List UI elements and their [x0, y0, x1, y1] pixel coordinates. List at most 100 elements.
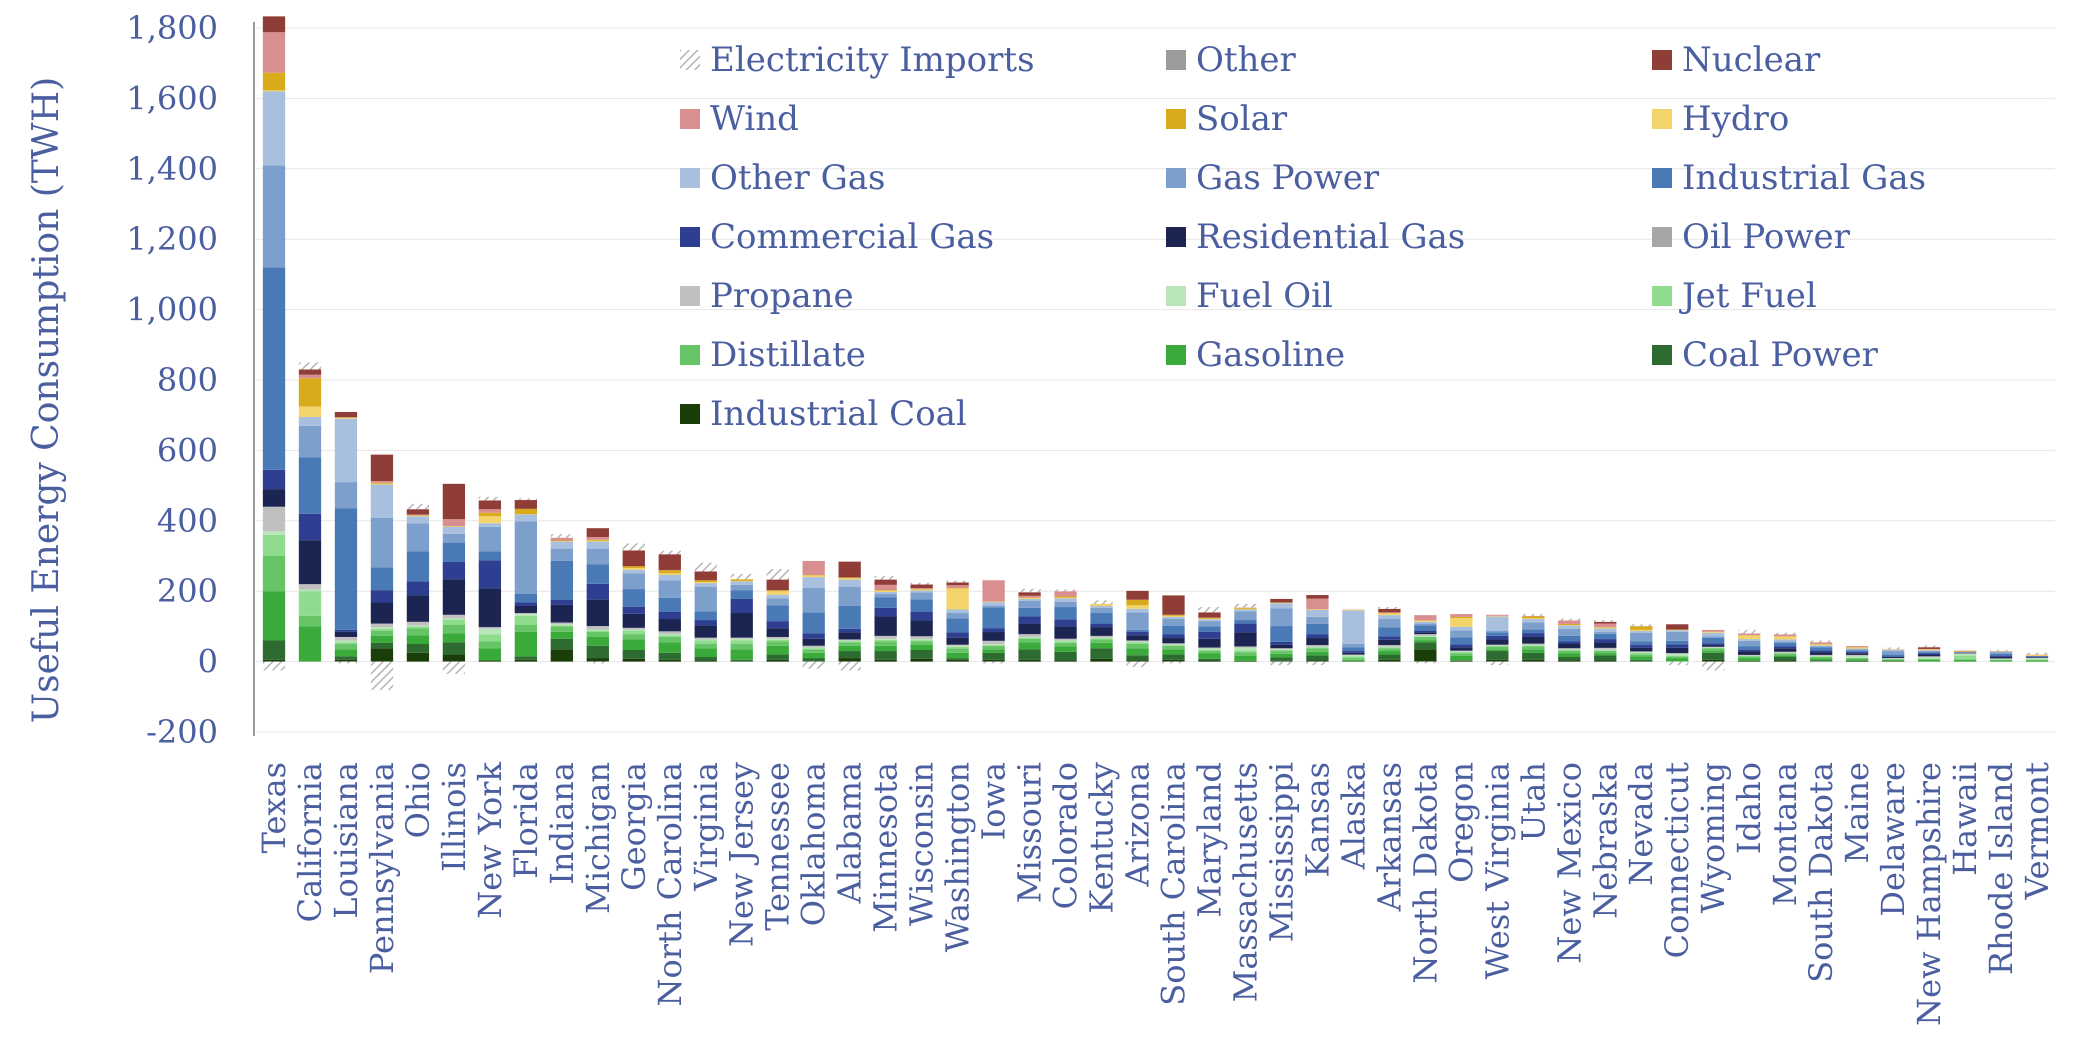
bar-commercial-gas-south-carolina [1162, 635, 1184, 639]
legend-item-oil-power: Oil Power [1652, 217, 1851, 257]
bar-industrial-gas-north-carolina [659, 598, 681, 612]
bar-residential-gas-massachusetts [1234, 632, 1256, 646]
bar-residential-gas-montana [1774, 648, 1796, 652]
bar-solar-minnesota [875, 590, 897, 591]
bar-commercial-gas-alaska [1342, 651, 1364, 653]
bar-residential-gas-pennsylvania [371, 602, 393, 623]
bar-coal-power-kansas [1306, 655, 1328, 660]
bar-hydro-california [299, 406, 321, 417]
bar-nuclear-arizona [1126, 591, 1148, 600]
bar-industrial-gas-colorado [1054, 607, 1076, 619]
bar-coal-power-alaska [1342, 661, 1364, 662]
bar-residential-gas-delaware [1882, 657, 1904, 658]
bar-residential-gas-florida [515, 606, 537, 613]
bar-fuel-oil-arizona [1126, 642, 1148, 643]
bar-coal-power-south-carolina [1162, 655, 1184, 660]
legend-label: Jet Fuel [1679, 276, 1817, 316]
legend-swatch [1652, 345, 1672, 365]
bar-industrial-gas-oregon [1450, 637, 1472, 644]
bar-industrial-coal-north-carolina [659, 660, 681, 662]
bar-distillate-pennsylvania [371, 631, 393, 636]
legend-label: Gasoline [1196, 335, 1345, 375]
bar-industrial-gas-west-virginia [1486, 632, 1508, 636]
bar-commercial-gas-indiana [551, 600, 573, 605]
bar-nuclear-maryland [1198, 612, 1220, 617]
bar-electricity-imports-west-virginia [1486, 662, 1508, 666]
legend-swatch [1166, 345, 1186, 365]
bar-electricity-imports-washington [946, 581, 968, 583]
x-tick-label-georgia: Georgia [615, 762, 653, 891]
bar-jet-fuel-illinois [443, 619, 465, 624]
bar-electricity-imports-pennsylvania [371, 662, 393, 690]
legend-label: Oil Power [1682, 217, 1851, 257]
bar-wind-utah [1522, 616, 1544, 617]
bar-distillate-iowa [982, 646, 1004, 650]
legend-label: Gas Power [1196, 158, 1380, 198]
x-tick-label-arkansas: Arkansas [1370, 762, 1408, 912]
bar-wind-michigan [587, 537, 609, 540]
bar-jet-fuel-california [299, 591, 321, 616]
bar-solar-ohio [407, 515, 429, 516]
bar-industrial-coal-mississippi [1270, 661, 1292, 662]
bar-hydro-maryland [1198, 619, 1220, 620]
bar-gas-power-massachusetts [1234, 611, 1256, 620]
bar-wind-new-mexico [1558, 620, 1580, 624]
bar-commercial-gas-arizona [1126, 632, 1148, 636]
bar-nuclear-texas [263, 16, 285, 32]
bar-gasoline-utah [1522, 649, 1544, 653]
x-tick-label-north-dakota: North Dakota [1406, 762, 1444, 984]
legend-item-nuclear: Nuclear [1652, 40, 1821, 80]
bar-propane-oregon [1450, 651, 1472, 652]
bar-wind-maine [1846, 646, 1868, 647]
bar-distillate-alaska [1342, 658, 1364, 660]
bar-industrial-coal-colorado [1054, 661, 1076, 662]
bar-gasoline-oregon [1450, 656, 1472, 660]
x-tick-label-tennessee: Tennessee [759, 762, 797, 931]
bar-wind-texas [263, 32, 285, 72]
bar-jet-fuel-minnesota [875, 640, 897, 642]
bar-commercial-gas-massachusetts [1234, 624, 1256, 633]
bar-hydro-south-dakota [1810, 644, 1832, 645]
bar-gasoline-kansas [1306, 652, 1328, 656]
x-tick-label-iowa: Iowa [975, 762, 1013, 840]
bar-hydro-utah [1522, 618, 1544, 619]
bar-industrial-gas-illinois [443, 543, 465, 562]
bar-industrial-coal-new-mexico [1558, 661, 1580, 662]
x-tick-label-montana: Montana [1766, 762, 1804, 906]
bar-solar-california [299, 378, 321, 406]
bar-industrial-gas-new-york [479, 551, 501, 560]
x-tick-label-hawaii: Hawaii [1946, 762, 1984, 876]
bar-industrial-gas-tennessee [767, 605, 789, 621]
bar-gas-power-north-carolina [659, 580, 681, 598]
x-tick-label-new-york: New York [471, 761, 509, 918]
bar-fuel-oil-vermont [2026, 658, 2048, 659]
bar-solar-texas [263, 73, 285, 91]
bar-propane-virginia [695, 638, 717, 640]
bar-wind-minnesota [875, 585, 897, 590]
bar-distillate-connecticut [1666, 656, 1688, 658]
bar-gas-power-utah [1522, 623, 1544, 630]
bar-nuclear-minnesota [875, 580, 897, 585]
bar-solar-arizona [1126, 600, 1148, 605]
bar-residential-gas-west-virginia [1486, 639, 1508, 644]
bar-gas-power-wyoming [1702, 636, 1724, 638]
bar-gasoline-hawaii [1954, 660, 1976, 662]
bar-industrial-coal-wisconsin [910, 659, 932, 662]
bar-distillate-mississippi [1270, 651, 1292, 654]
bar-gasoline-south-carolina [1162, 649, 1184, 654]
y-tick-label: -200 [146, 713, 218, 751]
x-tick-label-wyoming: Wyoming [1694, 762, 1732, 913]
bar-hydro-tennessee [767, 591, 789, 595]
x-tick-label-washington: Washington [939, 762, 977, 952]
bar-gasoline-new-mexico [1558, 654, 1580, 658]
bar-fuel-oil-missouri [1018, 637, 1040, 638]
bar-other-gas-alabama [839, 580, 861, 587]
bar-hydro-alaska [1342, 610, 1364, 611]
bar-fuel-oil-washington [946, 646, 968, 647]
bar-industrial-gas-hawaii [1954, 652, 1976, 653]
bar-jet-fuel-kansas [1306, 648, 1328, 649]
bar-propane-florida [515, 613, 537, 614]
bar-electricity-imports-new-jersey [731, 574, 753, 579]
bar-residential-gas-new-hampshire [1918, 655, 1940, 657]
